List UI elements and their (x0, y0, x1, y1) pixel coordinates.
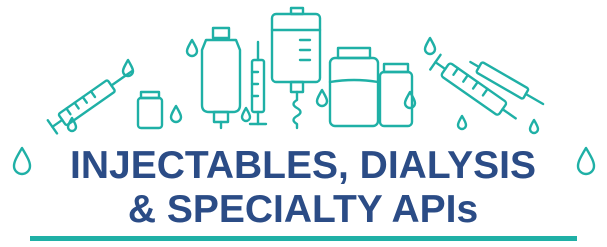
banner: INJECTABLES, DIALYSIS & SPECIALTY APIs (0, 0, 607, 247)
title-line-2: & SPECIALTY APIs (128, 188, 478, 231)
divider (30, 236, 577, 241)
title-line-1: INJECTABLES, DIALYSIS (70, 144, 536, 187)
